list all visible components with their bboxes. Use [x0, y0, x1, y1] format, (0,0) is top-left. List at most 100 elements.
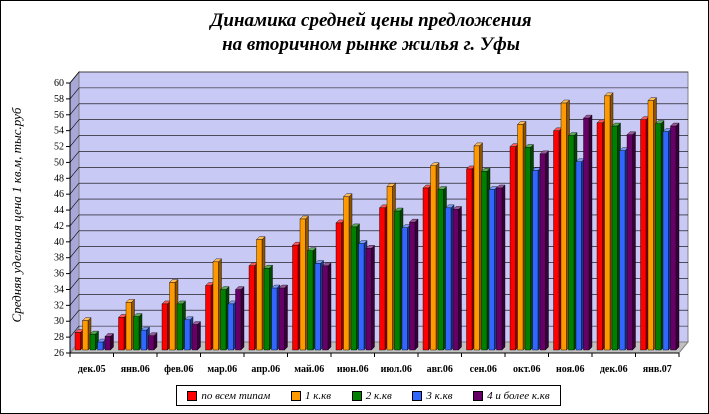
- bar: [125, 302, 132, 351]
- bar: [662, 131, 669, 351]
- legend-label: 1 к.кв: [304, 389, 332, 402]
- legend-swatch: [290, 390, 301, 401]
- bar: [307, 250, 314, 351]
- bar: [604, 95, 611, 351]
- bar: [227, 303, 234, 351]
- gridline-side: [69, 325, 80, 338]
- bar: [169, 282, 176, 351]
- bar: [118, 317, 125, 351]
- bar: [314, 263, 321, 351]
- y-tick-label: 48: [54, 173, 64, 184]
- bar-side: [458, 205, 462, 351]
- legend-item: 3 к.кв: [412, 390, 453, 402]
- bar: [386, 186, 393, 351]
- bar: [524, 147, 531, 351]
- bar: [445, 207, 452, 351]
- x-tick-label: апр.06: [251, 364, 280, 375]
- bar: [161, 303, 168, 351]
- bar: [97, 341, 104, 351]
- bar: [176, 303, 183, 351]
- legend-label: 4 и более к.кв: [487, 389, 550, 402]
- bar: [626, 134, 633, 351]
- bar-side: [327, 262, 332, 351]
- bar: [466, 168, 473, 351]
- bar: [596, 122, 603, 351]
- bar: [401, 227, 408, 351]
- bar: [140, 329, 147, 351]
- bar: [365, 248, 372, 351]
- chart-title-line-2: на вторичном рынке жилья г. Уфы: [222, 34, 520, 55]
- x-tick-label: окт.06: [513, 364, 540, 375]
- bar-side: [371, 244, 375, 351]
- y-tick-label: 28: [54, 332, 64, 343]
- bar: [430, 165, 437, 351]
- x-tick-label: июл.06: [381, 364, 412, 375]
- plot-side-wall: [69, 70, 80, 355]
- legend-label: по всем типам: [201, 389, 271, 402]
- bar: [235, 289, 242, 351]
- y-tick-label: 30: [54, 316, 64, 327]
- bar: [148, 335, 155, 351]
- bar-side: [632, 131, 636, 351]
- bar: [299, 218, 306, 351]
- chart-legend: по всем типам 1 к.кв 2 к.кв 3 к.кв 4 и более…: [176, 385, 561, 406]
- bar: [248, 265, 255, 351]
- bar: [191, 324, 198, 351]
- legend-item: 1 к.кв: [290, 389, 332, 402]
- bar: [539, 153, 546, 351]
- bar: [517, 124, 524, 351]
- gridline-side: [69, 246, 80, 258]
- x-tick-label: дек.05: [78, 364, 106, 375]
- bar: [437, 189, 444, 351]
- bar-side: [501, 184, 506, 351]
- y-tick-label: 40: [54, 237, 64, 248]
- bar: [575, 161, 582, 351]
- bar: [205, 285, 212, 351]
- y-tick-label: 56: [54, 110, 64, 121]
- bar: [619, 150, 626, 351]
- bar: [271, 287, 278, 351]
- bar: [568, 135, 575, 351]
- legend-item: по всем типам: [187, 390, 270, 402]
- bar-side: [675, 122, 680, 351]
- bar-side: [588, 114, 593, 351]
- bar: [670, 125, 677, 351]
- bar-side: [284, 284, 288, 351]
- y-tick-label: 46: [54, 189, 64, 200]
- gridline-side: [69, 103, 80, 115]
- gridline-side: [69, 182, 80, 195]
- legend-label: 2 к.кв: [365, 389, 392, 402]
- bar: [481, 171, 488, 351]
- bar: [473, 145, 480, 351]
- legend-item: 4 и более к.кв: [473, 390, 550, 402]
- gridline-side: [69, 294, 80, 306]
- y-tick-label: 36: [54, 269, 64, 280]
- gridline-side: [69, 262, 80, 274]
- gridline-side: [69, 230, 80, 243]
- legend-swatch: [473, 390, 484, 401]
- gridline-side: [69, 119, 80, 131]
- bar: [532, 170, 539, 351]
- y-axis-label: Средняя удельная цена 1 кв.м, тыс.руб: [9, 107, 24, 323]
- x-tick-label: авг.06: [427, 364, 453, 375]
- bar: [358, 243, 365, 351]
- gridline-side: [69, 71, 80, 84]
- y-tick-label: 52: [54, 142, 64, 153]
- bar: [104, 336, 111, 351]
- bar-side: [414, 218, 419, 351]
- gridline-side: [69, 167, 80, 179]
- bar: [343, 196, 350, 351]
- bar: [74, 332, 81, 351]
- bar-side: [240, 286, 245, 351]
- gridline-side: [69, 310, 80, 322]
- bar: [278, 287, 285, 351]
- y-tick-label: 32: [54, 300, 64, 311]
- gridline-side: [69, 135, 80, 147]
- bar: [647, 100, 654, 351]
- x-tick-label: май.06: [294, 364, 324, 375]
- bar: [322, 265, 329, 351]
- bar: [583, 117, 590, 351]
- bar: [488, 189, 495, 351]
